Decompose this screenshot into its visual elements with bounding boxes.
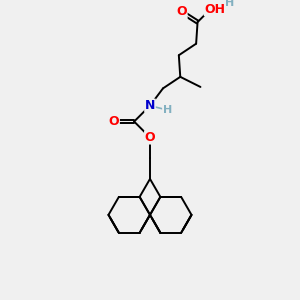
Text: N: N: [145, 99, 155, 112]
Text: H: H: [163, 105, 172, 115]
Text: O: O: [145, 131, 155, 144]
Text: OH: OH: [204, 3, 225, 16]
Text: O: O: [176, 5, 187, 19]
Text: O: O: [109, 115, 119, 128]
Text: H: H: [225, 0, 234, 8]
